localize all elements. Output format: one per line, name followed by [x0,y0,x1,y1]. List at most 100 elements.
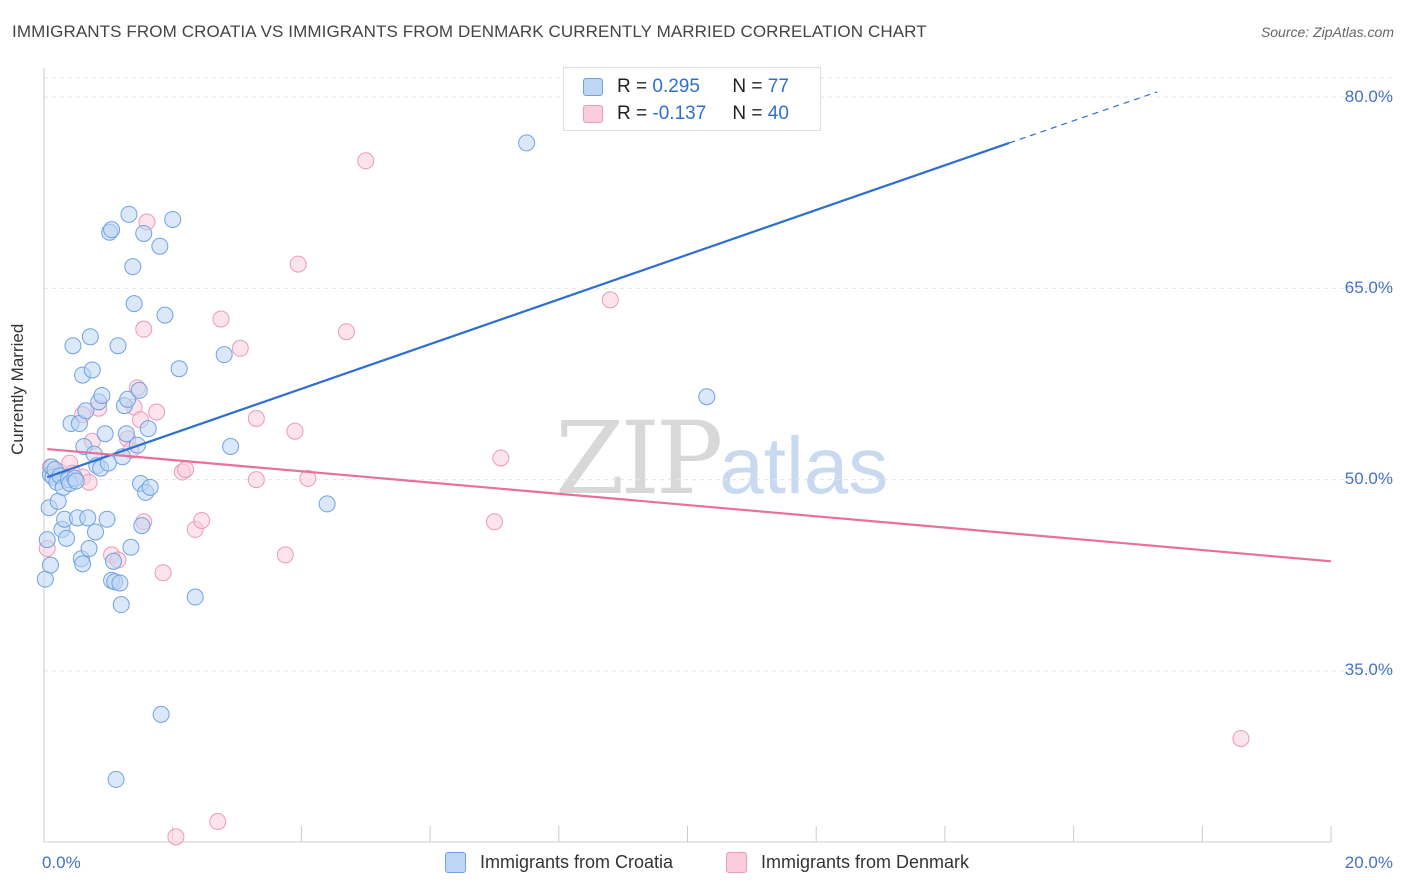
denmark-point [286,422,304,440]
x-tick-label: 20.0% [1344,853,1393,872]
croatia-point [98,510,116,528]
y-tick-label: 35.0% [1344,660,1393,679]
grid-lines [44,77,1394,672]
croatia-point [318,495,336,513]
croatia-point [117,425,135,443]
legend-r-value: 0.295 [652,76,700,97]
denmark-point [485,513,503,531]
croatia-point [124,258,142,276]
denmark-point [177,460,195,478]
denmark-point [212,310,230,328]
denmark-point [231,339,249,357]
denmark-point [289,255,307,273]
legend-row-croatia: R = 0.295 N = 77 [583,74,789,100]
legend-r-label: R = [617,103,648,124]
croatia-point [103,221,121,239]
denmark-point [601,291,619,309]
legend-row-denmark: R = -0.137 N = 40 [583,101,789,127]
croatia-point [41,556,59,574]
croatia-swatch [583,78,603,96]
croatia-point [130,381,148,399]
x-tick-label: 0.0% [42,853,81,872]
denmark-point [247,409,265,427]
bottom-legend-denmark: Immigrants from Denmark [726,852,969,873]
legend-label: Immigrants from Croatia [480,852,674,872]
denmark-points [38,152,1250,846]
croatia-point [96,425,114,443]
denmark-point [148,403,166,421]
correlation-legend: R = 0.295 N = 77 R = -0.137 N = 40 [563,67,821,131]
legend-n-label: N = [732,76,763,97]
watermark: ZIPatlas [555,400,888,517]
croatia-point [170,360,188,378]
croatia-point [111,574,129,592]
denmark-point [167,828,185,846]
y-tick-label: 80.0% [1344,87,1393,106]
croatia-point [64,337,82,355]
denmark-point [247,471,265,489]
croatia-point [141,478,159,496]
denmark-point [1232,730,1250,748]
croatia-point [58,529,76,547]
croatia-swatch [445,852,466,873]
legend-n-value: 77 [767,76,789,97]
y-tick-label: 50.0% [1344,469,1393,488]
croatia-point [67,472,85,490]
croatia-point [93,386,111,404]
croatia-trend-line [46,141,1010,479]
denmark-point [135,320,153,338]
croatia-point [74,555,92,573]
denmark-point [337,323,355,341]
legend-n-value: 40 [767,103,789,124]
y-axis-label: Currently Married [8,323,27,455]
croatia-point [81,328,99,346]
denmark-point [154,564,172,582]
denmark-trend-line [47,447,1332,563]
croatia-point [139,420,157,438]
croatia-point [135,224,153,242]
y-tick-label: 65.0% [1344,278,1393,297]
croatia-point [107,770,125,788]
croatia-point [104,552,122,570]
chart-title: IMMIGRANTS FROM CROATIA VS IMMIGRANTS FR… [12,22,927,41]
watermark-zip: ZIP [555,400,723,517]
croatia-point [109,337,127,355]
legend-r-label: R = [617,76,648,97]
denmark-point [276,546,294,564]
croatia-point [125,295,143,313]
legend-label: Immigrants from Denmark [761,852,970,872]
croatia-point [133,517,151,535]
croatia-point [112,596,130,614]
croatia-point [215,346,233,364]
croatia-point [83,361,101,379]
croatia-point [164,210,182,228]
croatia-point [122,538,140,556]
croatia-point [222,438,240,456]
watermark-atlas: atlas [719,421,889,510]
denmark-point [209,813,227,831]
bottom-legend-croatia: Immigrants from Croatia [445,852,673,873]
croatia-point [151,237,169,255]
croatia-point [77,402,95,420]
croatia-trend-extension [1009,91,1158,144]
croatia-points [36,134,716,788]
croatia-point [119,390,137,408]
croatia-point [518,134,536,152]
croatia-point [79,509,97,527]
croatia-point [86,523,104,541]
denmark-point [492,449,510,467]
croatia-point [186,588,204,606]
legend-n-label: N = [732,103,763,124]
croatia-point [38,531,56,549]
denmark-point [357,152,375,170]
croatia-point [80,540,98,558]
denmark-swatch [583,105,603,123]
croatia-point [698,388,716,406]
denmark-swatch [726,852,747,873]
legend-r-value: -0.137 [652,103,707,124]
denmark-point [299,469,317,487]
croatia-point [120,205,138,223]
denmark-point [193,511,211,529]
trend-lines [46,91,1332,563]
